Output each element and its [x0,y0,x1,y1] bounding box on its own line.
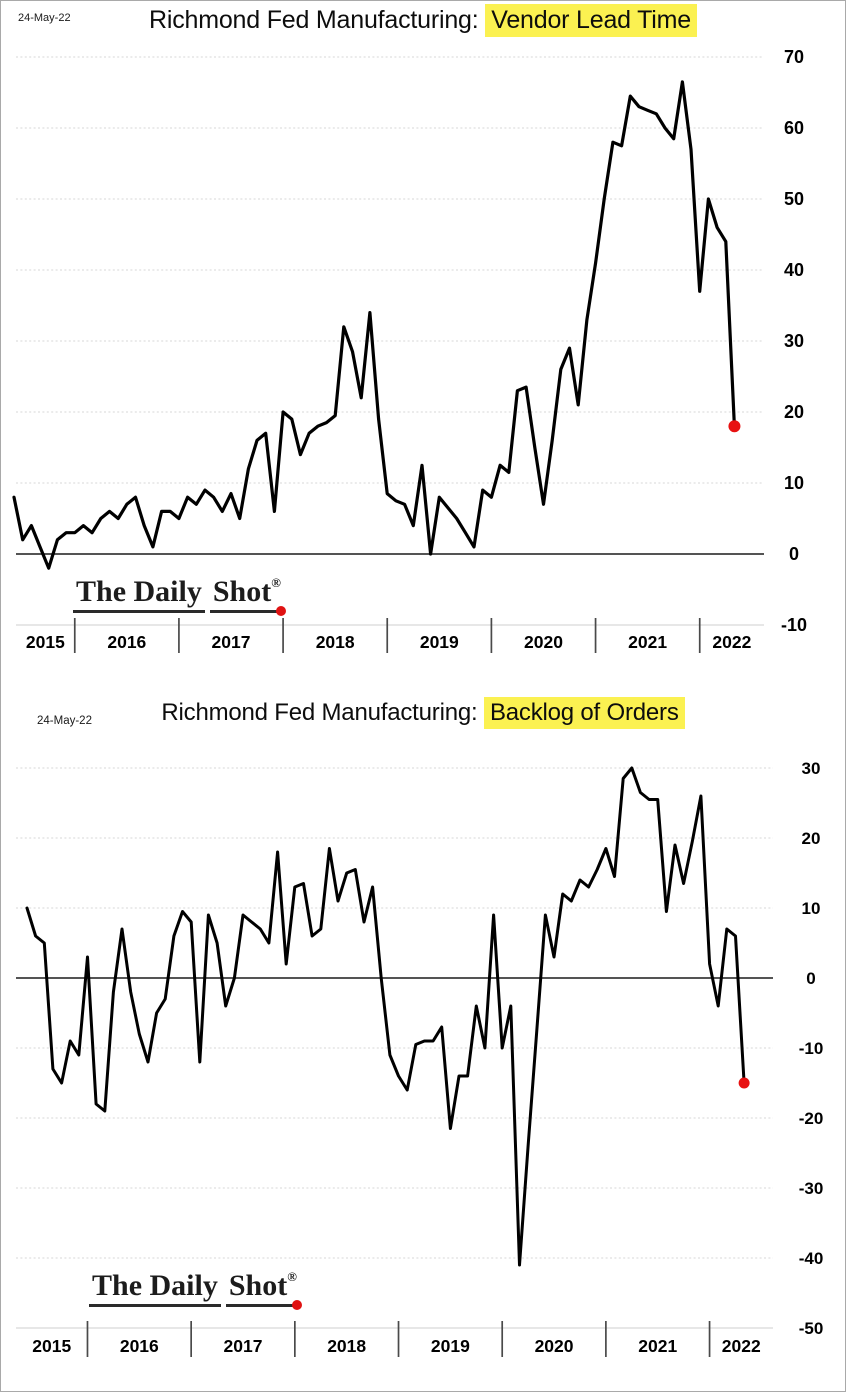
x-axis-year-label: 2022 [722,1336,761,1356]
watermark-text: The Daily [73,576,205,613]
y-axis-label: 0 [789,544,799,564]
y-axis-label: 40 [784,260,804,280]
daily-shot-watermark-bottom: The Daily Shot® [89,1269,302,1310]
x-axis-year-label: 2015 [32,1336,71,1356]
x-axis-year-label: 2019 [431,1336,470,1356]
y-axis-label: -40 [799,1249,824,1268]
x-axis-year-label: 2020 [535,1336,574,1356]
x-axis-year-label: 2021 [628,632,667,652]
y-axis-label: 20 [802,829,821,848]
series-line [25,766,746,1267]
x-axis-year-label: 2017 [224,1336,263,1356]
last-point-marker [738,1077,750,1089]
bottom-title-prefix: Richmond Fed Manufacturing: [161,699,484,726]
top-title-highlight: Vendor Lead Time [485,4,697,37]
x-axis-year-label: 2019 [420,632,459,652]
x-axis-year-label: 2021 [638,1336,677,1356]
bottom-chart-date: 24-May-22 [37,715,92,727]
x-axis-year-label: 2015 [26,632,65,652]
watermark-text-2: Shot® [209,575,286,616]
bottom-chart-title: Richmond Fed Manufacturing: Backlog of O… [1,697,845,729]
y-axis-label: 30 [802,759,821,778]
y-axis-label: -10 [781,615,807,635]
last-point-marker [728,420,741,433]
x-axis-year-label: 2018 [316,632,355,652]
watermark-text-2: Shot® [225,1269,302,1310]
x-axis-year-label: 2017 [212,632,251,652]
x-axis-year-label: 2020 [524,632,563,652]
daily-shot-watermark-top: The Daily Shot® [73,575,286,616]
x-axis-year-label: 2016 [120,1336,159,1356]
y-axis-label: 0 [806,969,815,988]
registered-mark-icon: ® [271,575,281,590]
watermark-text: The Daily [89,1270,221,1307]
y-axis-label: 50 [784,189,804,209]
red-dot-icon [275,605,286,616]
y-axis-label: 70 [784,47,804,67]
bottom-title-highlight: Backlog of Orders [483,697,685,729]
registered-mark-icon: ® [287,1269,297,1284]
top-chart-title: Richmond Fed Manufacturing: Vendor Lead … [1,4,845,37]
x-axis-year-label: 2016 [107,632,146,652]
y-axis-label: -50 [799,1319,824,1338]
y-axis-label: 10 [802,899,821,918]
y-axis-label: -30 [799,1179,824,1198]
y-axis-label: 10 [784,473,804,493]
top-title-prefix: Richmond Fed Manufacturing: [149,6,486,34]
y-axis-label: -20 [799,1109,824,1128]
x-axis-year-label: 2018 [327,1336,366,1356]
y-axis-label: 30 [784,331,804,351]
y-axis-label: -10 [799,1039,824,1058]
y-axis-label: 20 [784,402,804,422]
series-line [12,80,737,570]
red-dot-icon [291,1299,302,1310]
x-axis-year-label: 2022 [712,632,751,652]
top-chart-date: 24-May-22 [18,12,71,24]
y-axis-label: 60 [784,118,804,138]
